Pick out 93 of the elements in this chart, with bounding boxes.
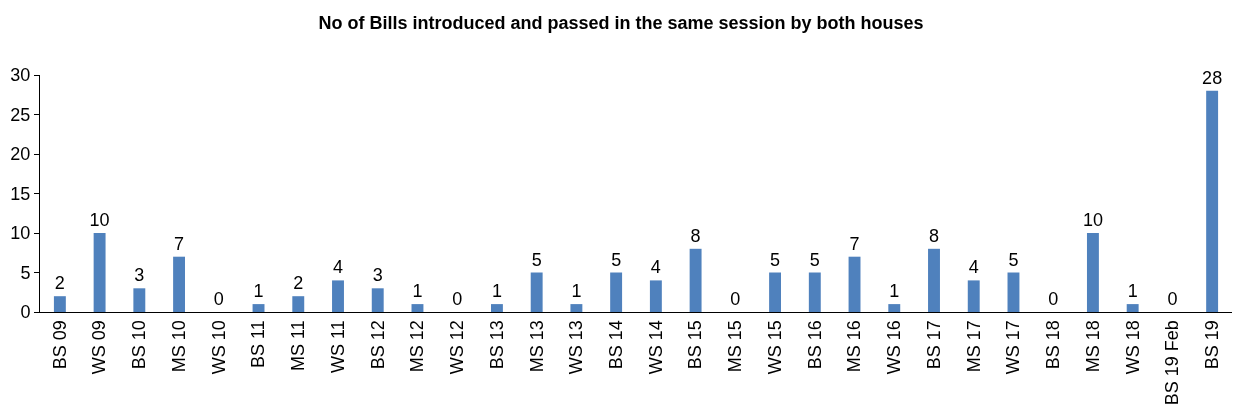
data-label: 1 <box>412 281 423 302</box>
bar <box>967 280 980 312</box>
data-label: 0 <box>730 289 741 309</box>
x-tick-label: BS 12 <box>367 320 388 370</box>
data-label: 1 <box>253 281 264 302</box>
x-tick-label: MS 18 <box>1082 320 1103 373</box>
y-tick-label: 5 <box>20 262 31 283</box>
data-label: 4 <box>650 257 661 278</box>
data-label: 2 <box>293 273 304 294</box>
bar <box>1126 304 1139 312</box>
x-tick-label: WS 13 <box>566 320 587 375</box>
bar <box>769 272 782 312</box>
x-tick-label: BS 15 <box>685 320 706 370</box>
x-tick-label: BS 19 <box>1201 320 1222 370</box>
x-tick-label: WS 17 <box>1003 320 1024 375</box>
bar <box>332 280 344 312</box>
bar <box>371 288 384 312</box>
data-label: 10 <box>89 210 110 230</box>
x-tick-label: MS 16 <box>844 320 865 373</box>
bar <box>1086 233 1099 312</box>
bar <box>848 256 861 312</box>
data-label: 7 <box>174 233 185 254</box>
bar <box>689 248 702 312</box>
data-label: 3 <box>372 265 383 286</box>
x-tick-label: BS 14 <box>605 320 626 370</box>
bar <box>808 272 821 312</box>
x-tick-label: WS 10 <box>208 320 229 375</box>
bar <box>928 248 940 312</box>
data-label: 1 <box>1127 281 1138 302</box>
x-tick-label: BS 18 <box>1043 320 1064 370</box>
y-tick-label: 20 <box>10 144 31 165</box>
x-tick-label: BS 11 <box>248 320 269 368</box>
x-tick-label: WS 14 <box>645 320 666 375</box>
x-tick-label: MS 17 <box>963 320 984 373</box>
data-label: 28 <box>1202 67 1223 88</box>
data-label: 7 <box>849 233 860 254</box>
y-tick-label: 30 <box>10 65 31 86</box>
y-tick-label: 0 <box>20 302 31 323</box>
x-tick-label: MS 15 <box>725 320 746 373</box>
bar <box>252 304 265 312</box>
bar <box>1206 90 1219 312</box>
data-label: 5 <box>531 249 542 270</box>
data-label: 5 <box>770 249 781 270</box>
y-tick-label: 15 <box>10 183 31 204</box>
data-label: 1 <box>571 281 582 302</box>
x-tick-label: WS 15 <box>764 320 785 375</box>
x-tick-label: BS 16 <box>804 320 825 370</box>
data-label: 3 <box>134 265 145 286</box>
bar <box>1007 272 1020 312</box>
bar <box>649 280 662 312</box>
data-label: 8 <box>928 225 940 246</box>
x-tick-label: BS 10 <box>129 320 150 370</box>
data-label: 4 <box>968 257 979 278</box>
data-label: 5 <box>1008 249 1019 270</box>
bar <box>53 296 66 312</box>
x-tick-label: BS 17 <box>923 320 944 370</box>
x-tick-label: BS 09 <box>49 320 70 370</box>
data-label: 5 <box>809 249 820 270</box>
x-tick-label: MS 13 <box>526 320 547 373</box>
x-tick-label: BS 13 <box>486 320 507 370</box>
bar <box>570 304 583 312</box>
data-label: 0 <box>1167 289 1178 309</box>
data-label: 4 <box>332 257 344 278</box>
x-tick-label: WS 18 <box>1122 320 1143 375</box>
bar <box>411 304 424 312</box>
bar <box>490 304 503 312</box>
data-label: 5 <box>611 249 622 270</box>
bar <box>610 272 623 312</box>
data-label: 8 <box>690 225 701 246</box>
bar <box>292 296 305 312</box>
chart-title: No of Bills introduced and passed in the same session by both houses <box>318 13 924 34</box>
bar <box>888 304 901 312</box>
x-tick-label: WS 16 <box>884 320 905 375</box>
data-label: 10 <box>1082 210 1103 230</box>
bar <box>173 256 186 312</box>
data-label: 2 <box>54 273 65 294</box>
bar <box>530 272 543 312</box>
data-label: 0 <box>1048 289 1059 309</box>
data-label: 1 <box>491 281 502 302</box>
y-tick-label: 10 <box>10 223 31 244</box>
data-label: 0 <box>452 289 463 309</box>
x-tick-label: BS 19 Feb <box>1162 320 1183 406</box>
bar <box>133 288 146 312</box>
x-tick-label: MS 10 <box>168 320 189 373</box>
bar <box>93 233 106 312</box>
data-label: 0 <box>213 289 224 309</box>
data-label: 1 <box>889 281 900 302</box>
x-tick-label: WS 12 <box>447 320 468 375</box>
x-tick-label: MS 12 <box>407 320 428 373</box>
x-tick-label: MS 11 <box>288 320 309 371</box>
x-tick-label: WS 11 <box>327 320 348 373</box>
y-tick-label: 25 <box>10 104 31 125</box>
x-tick-label: WS 09 <box>89 320 110 375</box>
